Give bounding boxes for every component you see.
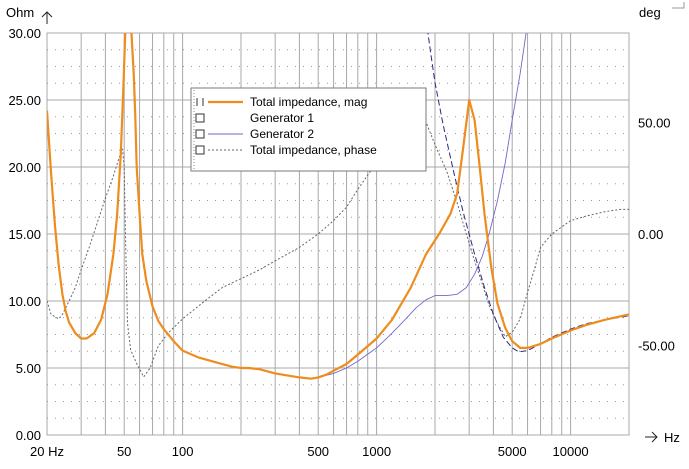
y-left-tick-label: 25.00: [8, 93, 41, 108]
x-axis-arrow-icon: [645, 431, 658, 443]
series-line-1: [47, 33, 629, 380]
corner-bracket-icon: [672, 2, 685, 9]
legend-checkbox-icon[interactable]: [195, 113, 205, 123]
legend-label: Total impedance, mag: [250, 95, 367, 109]
legend-label: Total impedance, phase: [250, 143, 377, 157]
series-layer: [47, 33, 629, 380]
legend[interactable]: Total impedance, mag Generator 1 Generator…: [190, 87, 427, 172]
y-left-tick-label: 15.00: [8, 227, 41, 242]
series-line-2: [427, 33, 629, 353]
x-unit-label: Hz: [664, 430, 680, 445]
x-tick-label: 20 Hz: [30, 444, 64, 459]
x-tick-label: 100: [172, 444, 194, 459]
y-axis-arrow-icon: [41, 11, 53, 24]
y-left-tick-label: 5.00: [16, 361, 41, 376]
y-left-tick-label: 20.00: [8, 160, 41, 175]
series-line-3: [318, 33, 527, 378]
legend-label: Generator 1: [250, 111, 314, 125]
y-left-tick-label: 0.00: [16, 428, 41, 443]
x-tick-label: 5000: [498, 444, 527, 459]
y-left-tick-label: 10.00: [8, 294, 41, 309]
x-tick-label: 50: [117, 444, 131, 459]
x-tick-label: 1000: [362, 444, 391, 459]
y-right-tick-label: 0.00: [638, 227, 663, 242]
y-right-tick-label: -50.00: [638, 339, 675, 354]
legend-checkbox-icon[interactable]: [195, 145, 205, 155]
x-tick-label: 10000: [553, 444, 589, 459]
y-right-unit-label: deg: [639, 5, 661, 20]
series-line-4: [47, 112, 629, 378]
legend-checkbox-icon[interactable]: [195, 129, 205, 139]
axes: 20 Hz 50 100 500 1000 5000 10000 0.00 5.00 10.00 1…: [8, 2, 685, 459]
y-left-unit-label: Ohm: [6, 5, 34, 20]
y-left-tick-label: 30.00: [8, 26, 41, 41]
y-right-tick-label: 50.00: [638, 115, 671, 130]
legend-label: Generator 2: [250, 127, 314, 141]
x-tick-label: 500: [307, 444, 329, 459]
